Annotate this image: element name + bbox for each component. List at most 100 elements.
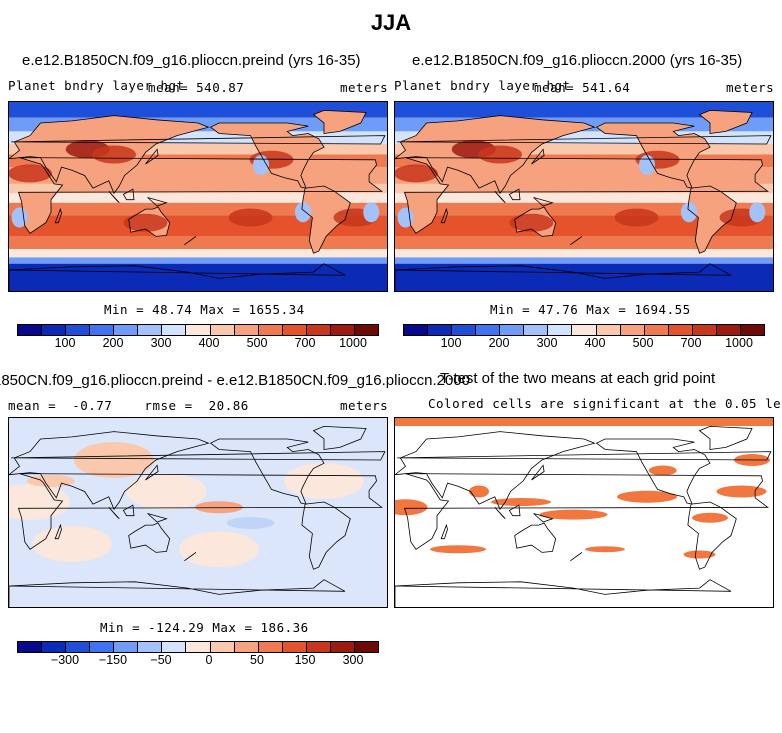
sig-patch bbox=[716, 485, 767, 498]
field-band bbox=[9, 144, 387, 155]
field-hotspot bbox=[614, 208, 659, 227]
coastline bbox=[533, 197, 554, 207]
coastline bbox=[397, 135, 772, 145]
coastline bbox=[184, 552, 197, 562]
field-coolspot bbox=[681, 202, 697, 223]
colorbar-swatch bbox=[282, 325, 307, 335]
colorbar-swatch bbox=[90, 325, 115, 335]
coastline bbox=[147, 197, 168, 207]
colorbar-tick-label: 500 bbox=[632, 336, 654, 350]
panel1-colorbar bbox=[17, 324, 379, 336]
panel3-colorbar bbox=[17, 641, 379, 653]
colorbar-swatch bbox=[186, 642, 211, 652]
colorbar-swatch bbox=[162, 642, 187, 652]
coastline bbox=[184, 236, 197, 246]
panel4-title: T-test of the two means at each grid poi… bbox=[440, 370, 716, 387]
coastline bbox=[508, 504, 521, 517]
coastline bbox=[395, 579, 732, 607]
field-patch bbox=[27, 475, 75, 487]
field-band bbox=[9, 263, 387, 291]
colorbar-tick-label: 300 bbox=[150, 336, 172, 350]
field-coolspot bbox=[363, 202, 380, 223]
coastline bbox=[440, 207, 448, 224]
coastline bbox=[11, 451, 386, 461]
field-patch bbox=[195, 501, 243, 514]
coastline bbox=[312, 109, 367, 134]
field-band bbox=[9, 257, 387, 264]
figure-title: JJA bbox=[370, 10, 412, 35]
colorbar-swatch bbox=[234, 642, 259, 652]
coastline bbox=[11, 135, 386, 145]
panel3-units: meters bbox=[340, 398, 389, 413]
coastline bbox=[17, 157, 383, 234]
coastline bbox=[209, 438, 325, 505]
colorbar-swatch bbox=[306, 642, 331, 652]
field-band bbox=[9, 193, 387, 203]
coastline bbox=[395, 263, 732, 291]
colorbar-swatch bbox=[354, 642, 378, 652]
coastline bbox=[533, 513, 554, 523]
colorbar-swatch bbox=[210, 325, 235, 335]
sig-patch bbox=[585, 546, 625, 553]
panel4-subtitle: Colored cells are significant at the 0.0… bbox=[428, 396, 782, 411]
colorbar-tick-label: 1000 bbox=[339, 336, 367, 350]
field-coolspot bbox=[639, 155, 655, 175]
field-band bbox=[395, 236, 773, 249]
coastline bbox=[145, 464, 159, 481]
panel3-title-clip: e.e12.B1850CN.f09_g16.plioccn.preind - e… bbox=[0, 372, 470, 389]
coastline bbox=[570, 552, 583, 562]
land-field bbox=[301, 186, 351, 254]
field-patch bbox=[32, 526, 112, 562]
field-patch bbox=[74, 442, 154, 478]
colorbar-swatch bbox=[114, 325, 139, 335]
coastline bbox=[128, 206, 171, 237]
colorbar-swatch bbox=[138, 325, 163, 335]
colorbar-tick-label: −50 bbox=[150, 653, 172, 667]
coastline bbox=[494, 507, 506, 520]
field-band bbox=[395, 215, 773, 237]
field-coolspot bbox=[295, 202, 311, 223]
colorbar-swatch bbox=[644, 325, 669, 335]
colorbar-swatch bbox=[548, 325, 573, 335]
field-hotspot bbox=[228, 208, 273, 227]
field-band bbox=[9, 236, 387, 249]
colorbar-swatch bbox=[282, 642, 307, 652]
coastline bbox=[403, 473, 769, 550]
colorbar-swatch bbox=[330, 325, 355, 335]
colorbar-swatch bbox=[42, 642, 67, 652]
colorbar-swatch bbox=[476, 325, 501, 335]
coastline bbox=[122, 188, 135, 201]
coastline bbox=[403, 157, 769, 234]
colorbar-swatch bbox=[42, 325, 67, 335]
colorbar-tick-label: −150 bbox=[98, 653, 128, 667]
coastline bbox=[508, 188, 521, 201]
map-canvas bbox=[9, 102, 387, 291]
coastline bbox=[301, 501, 351, 570]
panel3-range: Min = -124.29 Max = 186.36 bbox=[100, 620, 309, 635]
coastline bbox=[440, 523, 448, 540]
colorbar-swatch bbox=[234, 325, 259, 335]
colorbar-swatch bbox=[330, 642, 355, 652]
colorbar-swatch bbox=[692, 325, 717, 335]
coastline bbox=[514, 206, 557, 237]
sig-patch bbox=[692, 512, 728, 523]
field-hotspot bbox=[509, 213, 554, 232]
colorbar-tick-label: 100 bbox=[54, 336, 76, 350]
field-band bbox=[395, 193, 773, 203]
colorbar-swatch bbox=[66, 642, 91, 652]
colorbar-swatch bbox=[404, 325, 429, 335]
colorbar-tick-label: 200 bbox=[488, 336, 510, 350]
colorbar-swatch bbox=[138, 642, 163, 652]
coastline bbox=[570, 236, 583, 246]
field-hotspot bbox=[395, 164, 438, 183]
colorbar-swatch bbox=[452, 325, 477, 335]
field-band bbox=[395, 249, 773, 258]
colorbar-swatch bbox=[210, 642, 235, 652]
coastline bbox=[514, 522, 557, 553]
colorbar-swatch bbox=[668, 325, 693, 335]
colorbar-tick-label: 300 bbox=[342, 653, 364, 667]
field-band bbox=[395, 102, 773, 118]
coastline bbox=[128, 522, 171, 553]
colorbar-tick-label: 50 bbox=[250, 653, 264, 667]
panel2-units: meters bbox=[726, 80, 775, 95]
